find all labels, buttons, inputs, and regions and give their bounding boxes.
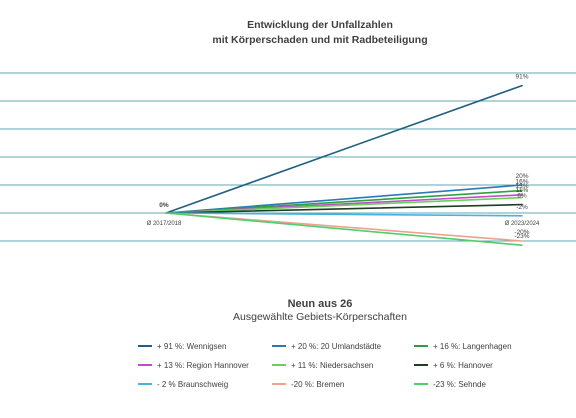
legend-label: -23 %: Sehnde [433,379,486,389]
legend-item: + 11 %: Niedersachsen [272,357,373,373]
legend-item: -20 %: Bremen [272,376,344,392]
series-lines [165,84,523,246]
legend-label: + 20 %: 20 Umlandstädte [291,341,382,351]
legend-swatch [138,383,152,385]
legend-item: + 91 %: Wennigsen [138,338,226,354]
series-line-8 [165,212,523,246]
x-tick-label-1: Ø 2023/2024 [505,221,540,227]
legend-swatch [138,364,152,366]
end-label-8: -23% [514,233,529,240]
legend-label: + 11 %: Niedersachsen [291,360,374,370]
legend-swatch [414,383,428,385]
legend-label: + 13 %: Region Hannover [157,360,249,370]
start-label: 0% [159,202,169,209]
end-label-7: -20% [514,229,529,236]
legend-item: - 2 % Braunschweig [138,376,228,392]
legend-item: + 6 %: Hannover [414,357,493,373]
series-line-5 [165,203,523,214]
end-label-5: 6% [517,193,527,200]
chart-title-line-2: mit Körperschaden und mit Radbeteiligung [212,34,428,46]
legend-label: + 6 %: Hannover [433,360,493,370]
end-label-3: 13% [515,183,528,190]
end-label-4: 11% [516,187,529,194]
legend-swatch [414,364,428,366]
legend: + 91 %: Wennigsen + 20 %: 20 Umlandstädte… [0,336,576,396]
legend-label: - 2 % Braunschweig [157,379,229,389]
legend-swatch [272,364,286,366]
legend-item: -23 %: Sehnde [414,376,486,392]
legend-subtitle: Ausgewählte Gebiets-Körperschaften [233,311,407,323]
data-labels: 91% 20%16%13%11%6% -2% -20%-23% 0% [159,74,530,241]
chart-title: Entwicklung der Unfallzahlen mit Körpers… [0,18,576,48]
series-line-6 [165,212,523,217]
legend-item: + 13 %: Region Hannover [138,357,249,373]
legend-item: + 16 %: Langenhagen [414,338,512,354]
legend-item: + 20 %: 20 Umlandstädte [272,338,381,354]
legend-swatch [272,383,286,385]
series-line-4 [165,196,523,214]
legend-swatch [138,345,152,347]
end-label-6: -2% [516,204,528,211]
legend-label: + 91 %: Wennigsen [157,341,227,351]
x-tick-label-0: Ø 2017/2018 [147,221,182,227]
end-label-1: 20% [515,173,528,180]
legend-heading: Neun aus 26 Ausgewählte Gebiets-Körpersc… [0,298,576,323]
series-line-0 [165,84,523,214]
legend-swatch [414,345,428,347]
x-tick-labels: Ø 2017/2018 Ø 2023/2024 [147,221,540,227]
series-line-1 [165,184,523,214]
legend-label: -20 %: Bremen [291,379,345,389]
chart-title-line-1: Entwicklung der Unfallzahlen [247,19,393,31]
end-label-0: 91% [515,74,528,81]
legend-swatch [272,345,286,347]
line-chart: 91% 20%16%13%11%6% -2% -20%-23% 0% Ø 2017/20… [0,72,576,246]
end-label-2: 16% [515,179,528,186]
legend-label: + 16 %: Langenhagen [433,341,512,351]
legend-title: Neun aus 26 [287,298,353,310]
